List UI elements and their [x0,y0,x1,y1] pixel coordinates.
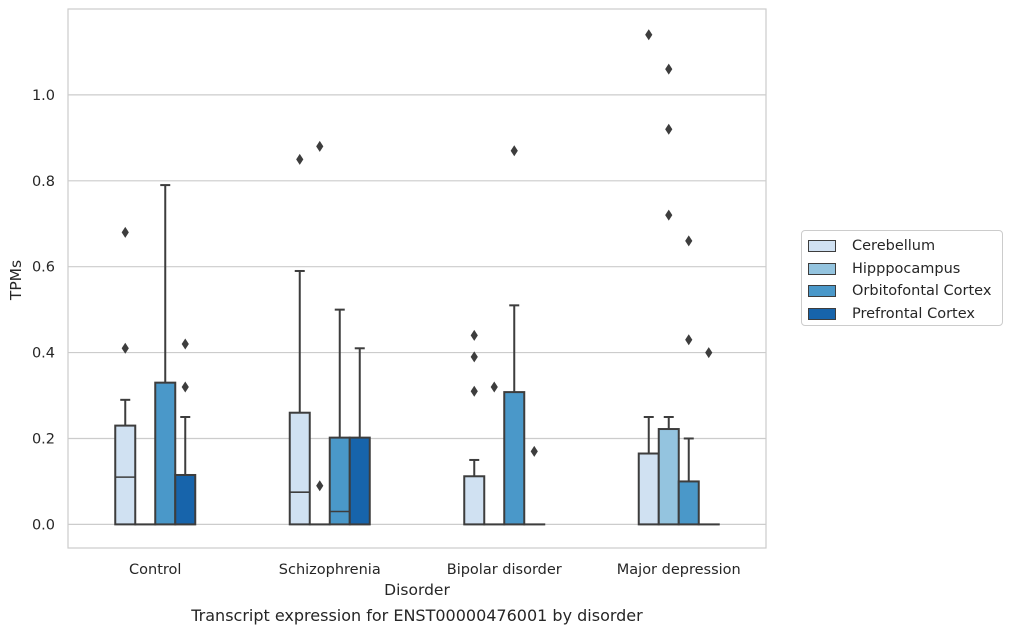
legend-swatch [808,262,836,275]
box [463,475,486,526]
legend-item: Cerebellum [808,235,1002,258]
outlier-point [490,381,498,393]
outlier-point [316,140,324,152]
outlier-point [470,385,478,397]
x-tick-label: Major depression [617,562,741,578]
legend-item: Hipppocampus [808,258,1002,281]
x-axis-ticks: Control Schizophrenia Bipolar disorder Majo… [129,562,741,578]
legend-swatch [808,285,836,298]
legend-swatch [808,240,836,253]
box [154,381,177,526]
legend-swatch [808,307,836,320]
outlier-point [685,235,693,247]
chart-legend: Cerebellum Hipppocampus Orbitofontal Corte… [801,230,1003,326]
y-tick-label: 0.8 [32,174,55,190]
outlier-point [316,480,324,492]
outlier-point [685,334,693,346]
x-tick-label: Control [129,562,181,578]
outlier-point [510,145,518,157]
outlier-point [121,226,129,238]
plot-frame [67,8,767,549]
box [288,411,311,526]
box [348,436,371,526]
box [114,424,137,526]
box [657,428,680,526]
outlier-point [470,329,478,341]
x-tick-label: Schizophrenia [279,562,381,578]
outlier-point [705,347,713,359]
outlier-point [181,381,189,393]
outlier-point [181,338,189,350]
outlier-point [665,123,673,135]
x-tick-label: Bipolar disorder [447,562,562,578]
y-tick-label: 0.4 [32,346,55,362]
box [677,480,700,526]
y-tick-label: 0.2 [32,431,55,447]
box [174,473,197,526]
box [637,452,660,526]
y-tick-label: 1.0 [32,88,55,104]
y-tick-label: 0.6 [32,260,55,276]
legend-item: Prefrontal Cortex [808,303,1002,326]
chart-caption: Transcript expression for ENST0000047600… [191,606,643,625]
outlier-point [121,342,129,354]
outlier-point [296,153,304,165]
y-axis-ticks: 0.0 0.2 0.4 0.6 0.8 1.0 [32,88,55,533]
legend-label: Orbitofontal Cortex [852,283,992,300]
outlier-point [665,209,673,221]
y-tick-label: 0.0 [32,517,55,533]
legend-label: Prefrontal Cortex [852,305,975,322]
outlier-point [530,445,538,457]
outlier-point [645,29,653,41]
box [503,391,526,526]
outlier-point [470,351,478,363]
outlier-point [665,63,673,75]
legend-label: Hipppocampus [852,260,961,277]
box-plot-marks [114,29,720,526]
legend-item: Orbitofontal Cortex [808,280,1002,303]
legend-label: Cerebellum [852,238,936,255]
x-axis-label: Disorder [384,581,450,599]
y-axis-label: TPMs [7,260,25,301]
